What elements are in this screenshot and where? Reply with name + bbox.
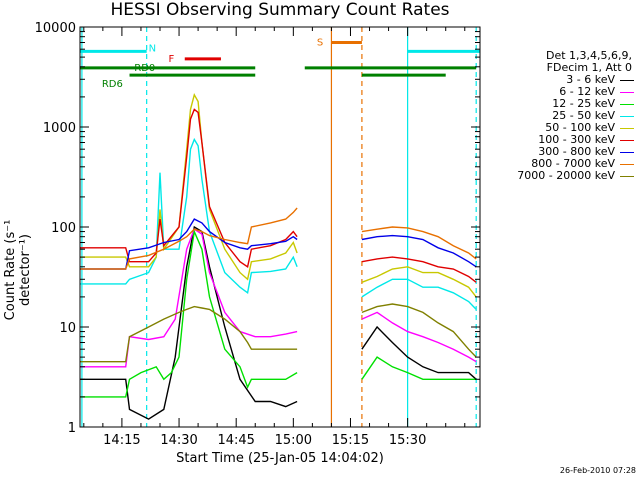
- legend-swatch-0: [620, 79, 634, 81]
- series-line-1-segment-0: [80, 228, 298, 368]
- x-tick-label-3: 15:00: [275, 433, 312, 448]
- flag-label-s: S: [317, 37, 323, 48]
- plot-frame: [79, 26, 481, 428]
- series-line-0-segment-0: [80, 225, 298, 420]
- legend-swatch-8: [620, 175, 634, 177]
- legend-label-3: 25 - 50 keV: [552, 109, 615, 122]
- legend-entry-3: 25 - 50 keV: [484, 110, 634, 122]
- legend-label-2: 12 - 25 keV: [552, 97, 615, 110]
- chart-title: HESSI Observing Summary Count Rates: [110, 0, 450, 20]
- legend-swatch-1: [620, 91, 634, 93]
- series-line-7-segment-1: [361, 226, 477, 260]
- legend-entry-7: 800 - 7000 keV: [484, 158, 634, 170]
- legend-entry-5: 100 - 300 keV: [484, 134, 634, 146]
- legend-entry-1: 6 - 12 keV: [484, 86, 634, 98]
- y-tick-label-1: 10: [59, 321, 76, 336]
- legend-label-0: 3 - 6 keV: [566, 73, 615, 86]
- legend-entry-8: 7000 - 20000 keV: [484, 170, 634, 182]
- legend-swatch-5: [620, 139, 634, 141]
- legend-swatch-3: [620, 115, 634, 117]
- y-tick-label-3: 1000: [43, 121, 76, 136]
- footer-timestamp: 26-Feb-2010 07:28: [559, 466, 636, 475]
- flag-label-n: N: [149, 43, 156, 54]
- legend-swatch-6: [620, 151, 634, 153]
- series-line-6-segment-1: [361, 234, 477, 268]
- series-line-7-segment-0: [80, 207, 298, 270]
- series-line-8-segment-0: [80, 305, 298, 363]
- x-axis-label: Start Time (25-Jan-05 14:04:02): [176, 451, 384, 466]
- legend-entry-0: 3 - 6 keV: [484, 74, 634, 86]
- y-tick-label-0: 1: [68, 421, 76, 436]
- legend-header-line-1: Det 1,3,4,5,6,9,: [545, 49, 632, 62]
- series-line-5-segment-0: [80, 108, 298, 268]
- legend-entries: 3 - 6 keV 6 - 12 keV 12 - 25 keV 25 - 50 ke…: [484, 74, 634, 182]
- x-tick-label-4: 15:15: [332, 433, 369, 448]
- legend-entry-2: 12 - 25 keV: [484, 98, 634, 110]
- series-line-4-segment-0: [80, 92, 298, 281]
- legend-header-line-2: FDecim 1, Att 0: [546, 61, 632, 74]
- y-tick-label-2: 100: [51, 221, 76, 236]
- series-line-3-segment-0: [80, 137, 298, 295]
- y-axis-label: Count Rate (s⁻¹ detector⁻¹): [3, 219, 33, 321]
- legend-swatch-2: [620, 103, 634, 105]
- x-tick-label-1: 14:30: [160, 433, 197, 448]
- legend-entry-6: 300 - 800 keV: [484, 146, 634, 158]
- x-tick-label-2: 14:45: [217, 433, 254, 448]
- legend: Det 1,3,4,5,6,9, FDecim 1, Att 0 3 - 6 k…: [484, 50, 634, 182]
- legend-label-7: 800 - 7000 keV: [531, 157, 615, 170]
- series-line-2-segment-0: [80, 229, 298, 398]
- series-line-3-segment-1: [361, 278, 477, 310]
- series-line-2-segment-1: [361, 356, 477, 380]
- series-line-0-segment-1: [361, 325, 477, 380]
- x-tick-label-5: 15:30: [389, 433, 426, 448]
- legend-swatch-4: [620, 127, 634, 129]
- series-line-4-segment-1: [361, 266, 477, 298]
- series-line-5-segment-1: [361, 256, 477, 283]
- flag-label-rd0: RD0: [134, 63, 155, 74]
- y-tick-label-4: 10000: [35, 21, 76, 36]
- flag-label-rd6: RD6: [102, 79, 123, 90]
- series-line-1-segment-1: [361, 311, 477, 363]
- legend-entry-4: 50 - 100 keV: [484, 122, 634, 134]
- x-tick-label-0: 14:15: [103, 433, 140, 448]
- legend-label-6: 300 - 800 keV: [538, 145, 615, 158]
- series-line-8-segment-1: [361, 303, 477, 358]
- series-line-6-segment-0: [80, 218, 298, 270]
- legend-label-5: 100 - 300 keV: [538, 133, 615, 146]
- legend-label-1: 6 - 12 keV: [559, 85, 615, 98]
- legend-label-4: 50 - 100 keV: [545, 121, 615, 134]
- flag-label-f: F: [169, 54, 175, 65]
- legend-swatch-7: [620, 163, 634, 165]
- legend-label-8: 7000 - 20000 keV: [517, 169, 615, 182]
